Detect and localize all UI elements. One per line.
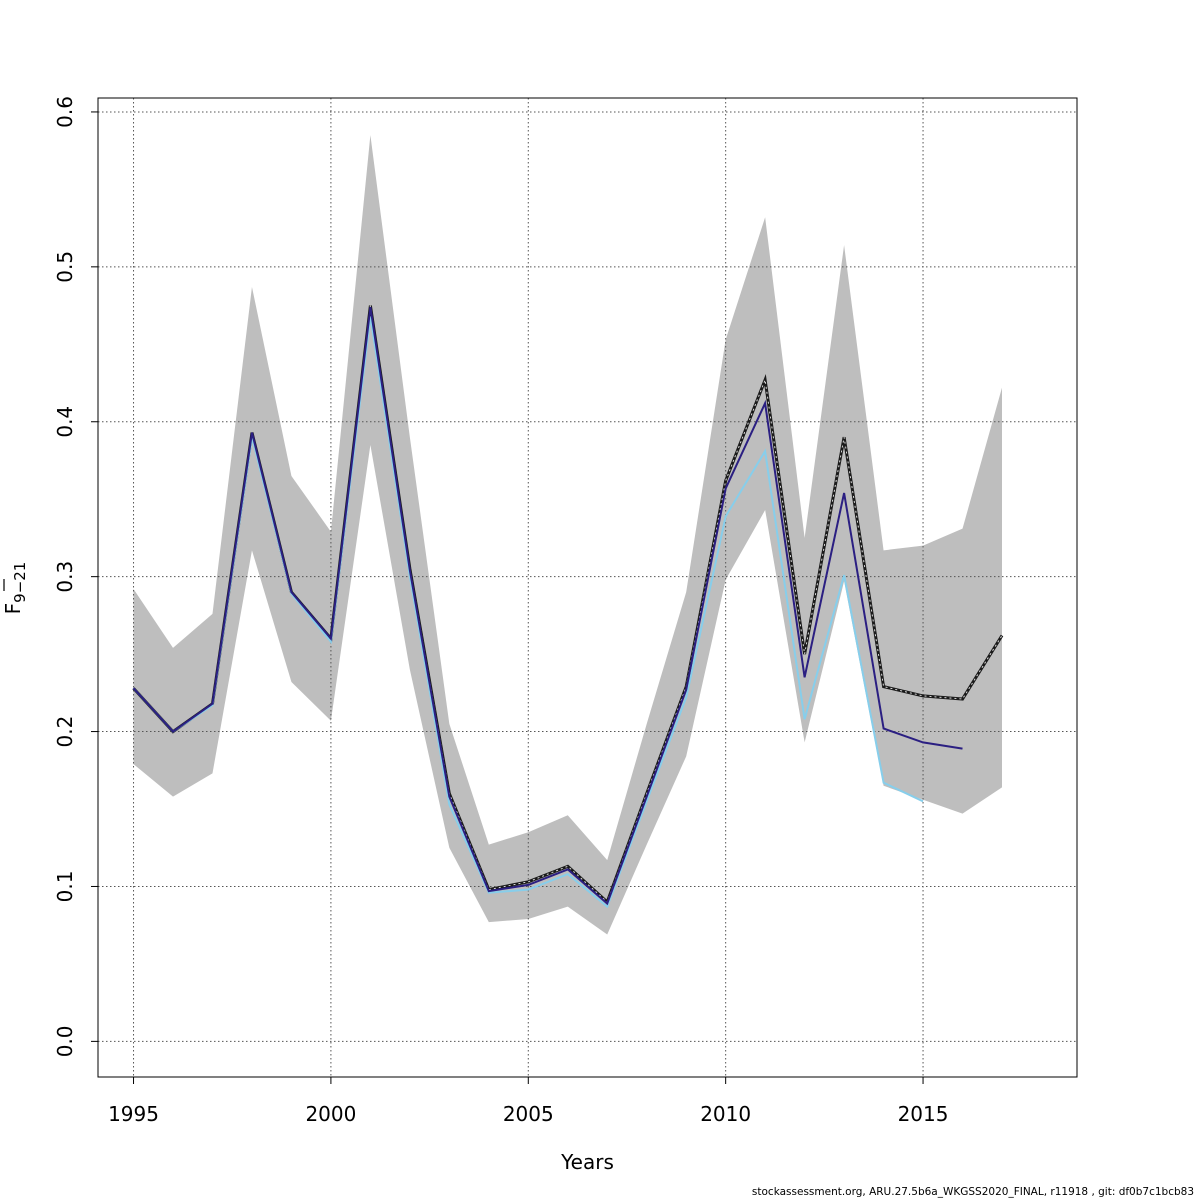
y-tick-label: 0.5: [53, 251, 77, 283]
x-tick-label: 2015: [898, 1102, 949, 1126]
confidence-band: [133, 135, 1002, 935]
x-tick-label: 2005: [503, 1102, 554, 1126]
confidence-band-layer: [133, 135, 1002, 935]
x-tick-label: 1995: [108, 1102, 159, 1126]
svg-text:F9−21: F9−21: [1, 562, 29, 615]
x-axis: 1995 2000 2005 2010 2015: [108, 1077, 948, 1126]
x-axis-title: Years: [560, 1150, 614, 1174]
y-tick-label: 0.0: [53, 1025, 77, 1057]
y-tick-label: 0.4: [53, 406, 77, 438]
y-tick-label: 0.2: [53, 716, 77, 748]
y-axis-title-base: F: [1, 603, 25, 615]
x-tick-label: 2010: [700, 1102, 751, 1126]
series-layer: [132, 305, 1004, 909]
x-tick-label: 2000: [305, 1102, 356, 1126]
y-axis-title: F9−21: [1, 562, 29, 615]
y-tick-label: 0.1: [53, 871, 77, 903]
series-line-3: [132, 306, 963, 906]
y-tick-label: 0.3: [53, 561, 77, 593]
y-axis: 0.0 0.1 0.2 0.3 0.4 0.5 0.6: [53, 96, 98, 1057]
y-tick-label: 0.6: [53, 96, 77, 128]
footer-text: stockassessment.org, ARU.27.5b6a_WKGSS20…: [751, 1186, 1194, 1198]
y-axis-title-subscript: 9−21: [11, 562, 29, 603]
plot-frame: [97, 97, 1078, 1078]
